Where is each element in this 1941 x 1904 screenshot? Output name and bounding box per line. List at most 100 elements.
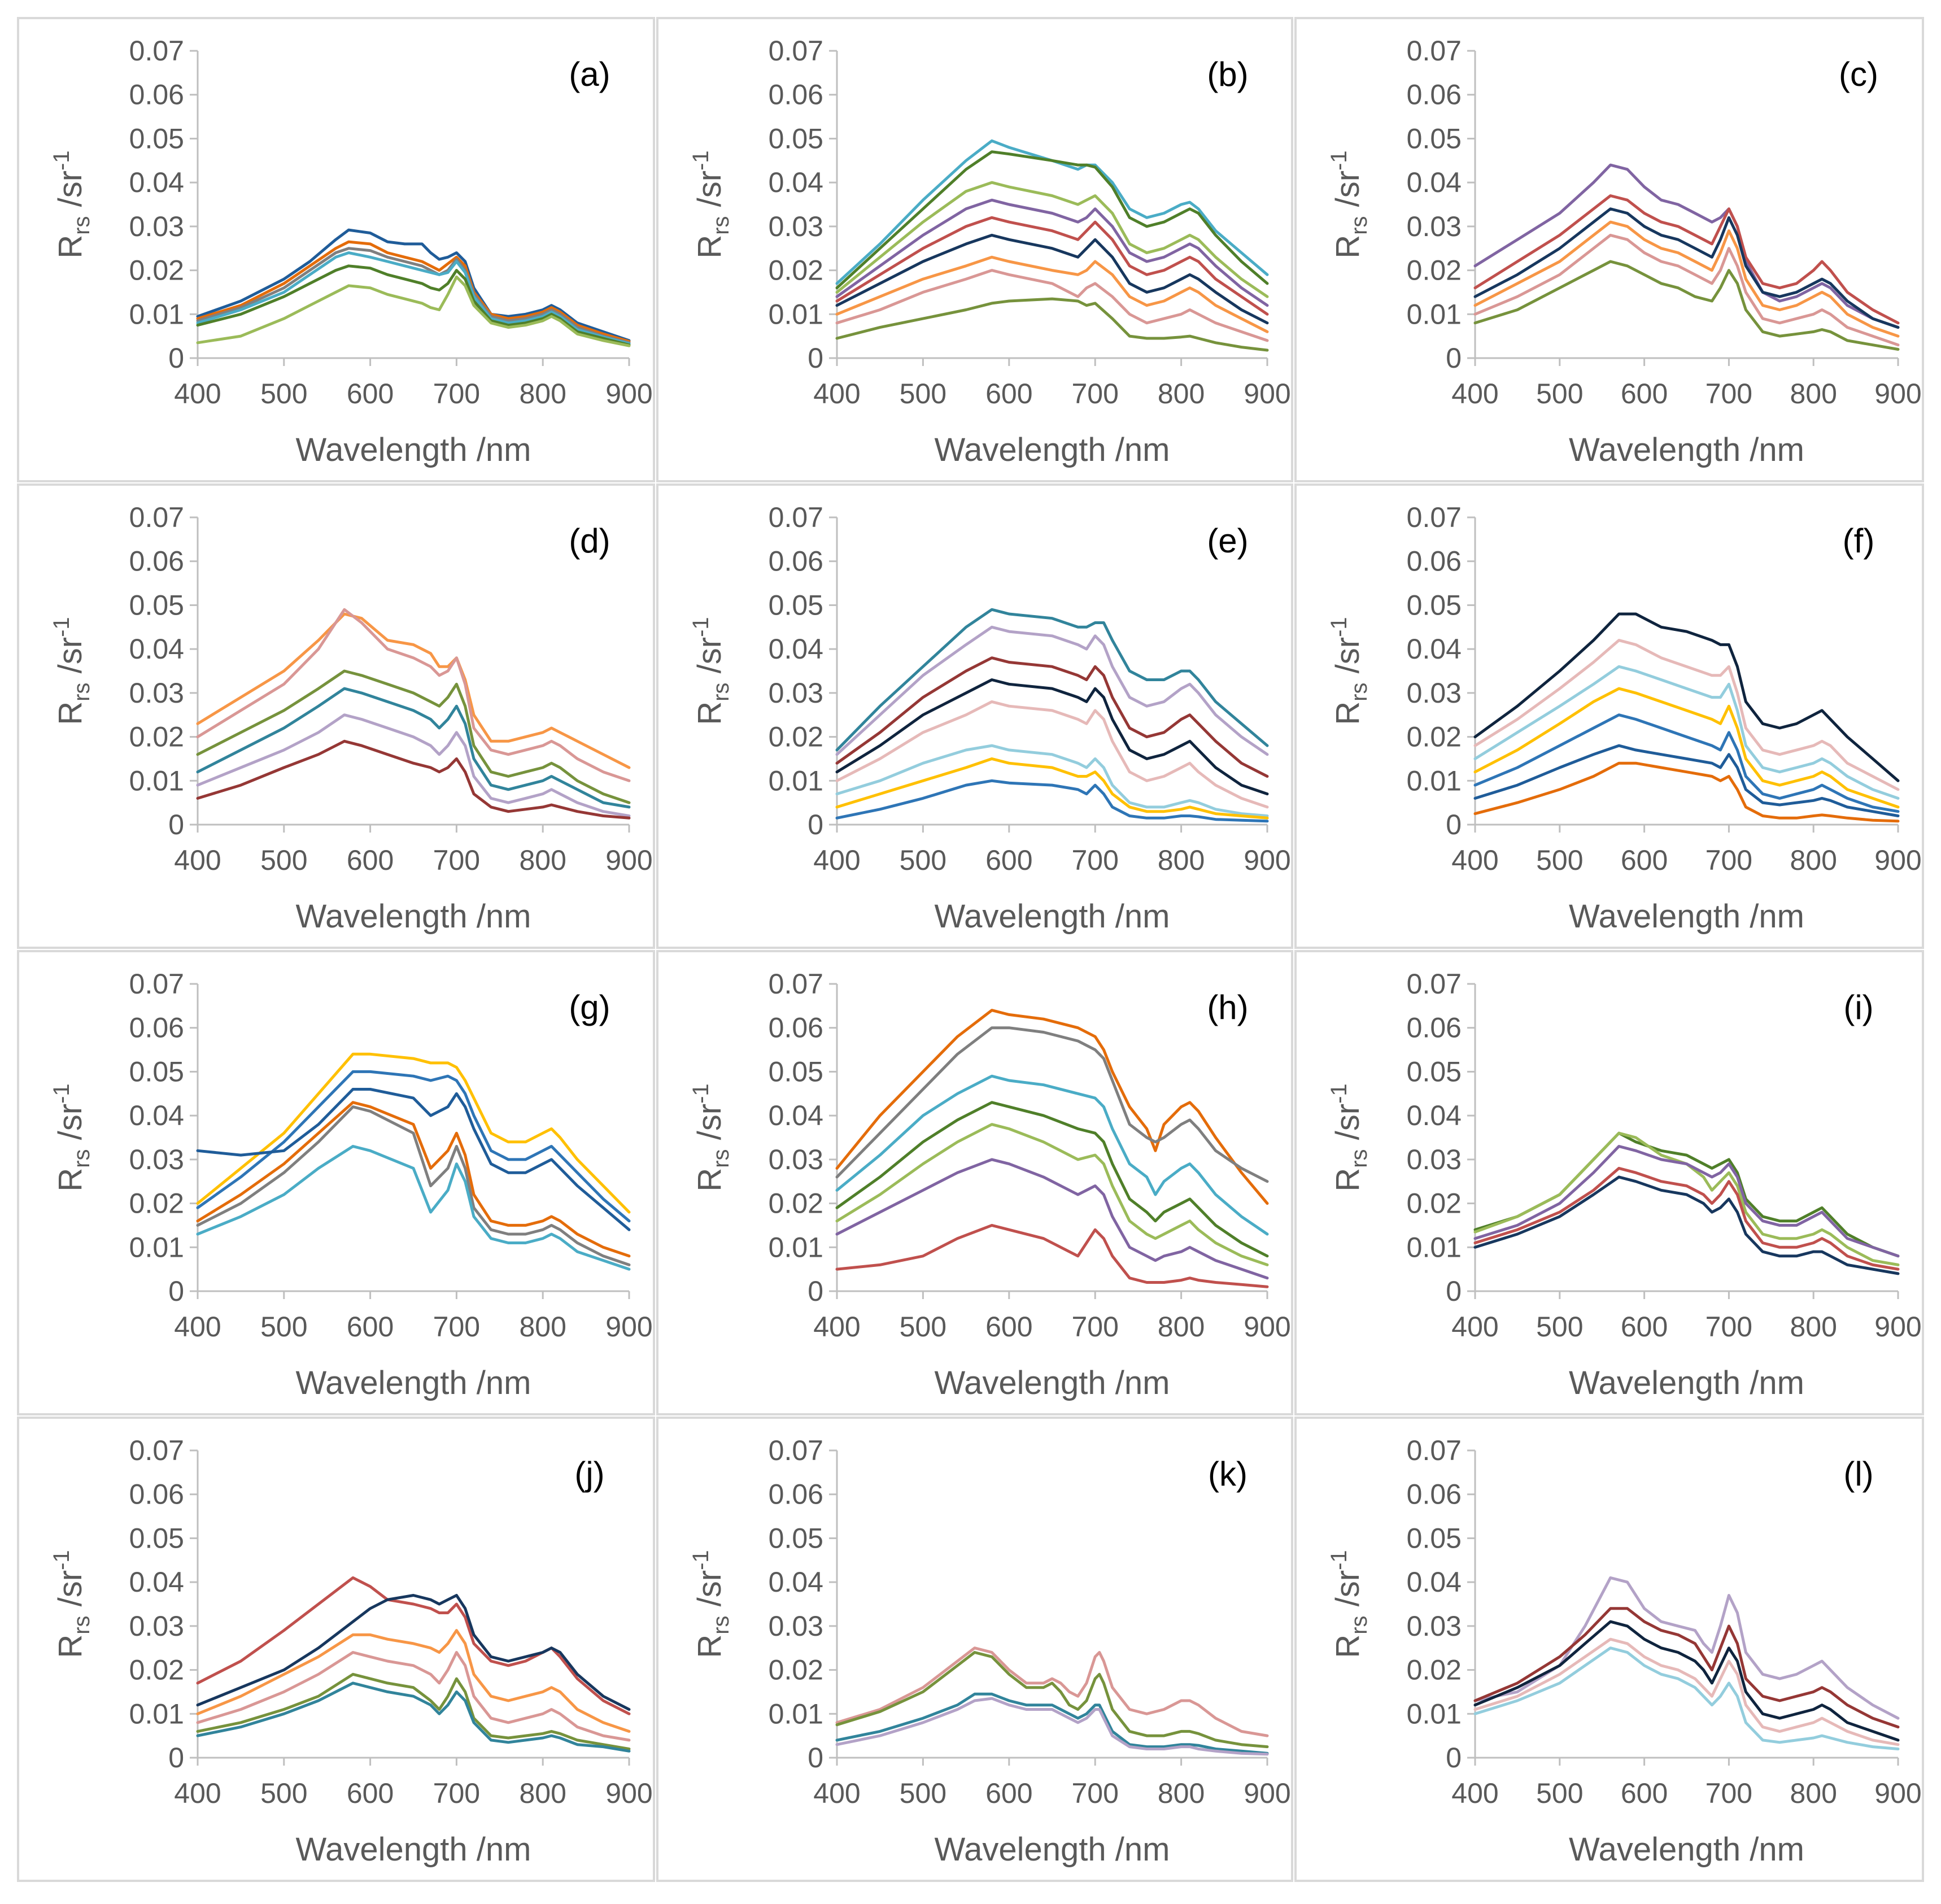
x-axis-title: Wavelength /nm [296, 1365, 531, 1401]
y-tick-label: 0.01 [1407, 765, 1462, 796]
x-tick-label: 600 [985, 844, 1032, 876]
series-line [196, 1101, 631, 1258]
y-tick-label: 0 [808, 809, 823, 840]
series-line [835, 1026, 1269, 1183]
y-axis-title-unit: /sr [1329, 171, 1366, 216]
y-axis-title-main: R [1329, 235, 1366, 259]
chart-panel: 0 0.01 0.02 0.03 0.04 0.05 0.06 0.07 400 500 600 70… [17, 1417, 655, 1882]
y-axis-title-main: R [52, 235, 89, 259]
y-tick-label: 0.03 [769, 1144, 823, 1175]
y-tick-label: 0.05 [769, 1056, 823, 1087]
x-tick-label: 800 [1790, 1777, 1837, 1809]
series-line [835, 269, 1269, 342]
x-axis-title: Wavelength /nm [935, 432, 1170, 468]
series-line [196, 612, 631, 769]
x-tick-label: 600 [985, 1777, 1032, 1809]
y-tick-label: 0.04 [769, 1566, 823, 1598]
x-tick-label: 400 [174, 1777, 221, 1809]
y-axis-title-main: R [1329, 1635, 1366, 1658]
y-axis-title-subscript: rs [69, 216, 94, 234]
series-line [1473, 194, 1900, 325]
y-tick-label: 0.06 [129, 1479, 184, 1510]
x-axis-title: Wavelength /nm [1569, 898, 1804, 935]
series-line [835, 678, 1269, 796]
series-line [196, 669, 631, 804]
series-line [835, 1101, 1269, 1258]
y-axis-title-superscript: -1 [688, 617, 713, 637]
x-tick-label: 600 [347, 844, 394, 876]
y-axis-title-superscript: -1 [1327, 150, 1351, 171]
y-tick-label: 0.01 [769, 765, 823, 796]
y-axis-title-unit: /sr [1329, 1570, 1366, 1616]
x-tick-label: 800 [1158, 844, 1205, 876]
x-tick-label: 700 [1071, 1311, 1118, 1343]
series-line [835, 1158, 1269, 1280]
series-line [196, 251, 631, 345]
series-line [1473, 744, 1900, 817]
panel-label: (e) [1207, 522, 1248, 560]
series-line [196, 1088, 631, 1231]
y-axis-title-unit: /sr [52, 637, 89, 683]
x-tick-label: 800 [519, 1311, 566, 1343]
x-tick-label: 900 [1874, 1777, 1921, 1809]
y-tick-label: 0.02 [1407, 1188, 1462, 1219]
chart-panel: 0 0.01 0.02 0.03 0.04 0.05 0.06 0.07 400 500 600 70… [1294, 17, 1924, 482]
x-tick-label: 700 [1071, 378, 1118, 409]
y-axis-title-main: R [691, 235, 728, 259]
y-tick-label: 0.02 [769, 255, 823, 286]
y-tick-label: 0.03 [129, 677, 184, 709]
series-line [835, 625, 1269, 756]
x-tick-label: 400 [1451, 1311, 1498, 1343]
x-tick-label: 600 [1621, 378, 1668, 409]
x-tick-label: 600 [1621, 844, 1668, 876]
y-tick-label: 0.01 [129, 765, 184, 796]
series-line [1473, 1145, 1900, 1258]
y-tick-label: 0.03 [769, 1610, 823, 1642]
y-axis-title-superscript: -1 [1327, 1083, 1351, 1104]
panel-label: (j) [574, 1455, 604, 1493]
y-tick-label: 0.06 [129, 1012, 184, 1044]
y-tick-label: 0.07 [129, 968, 184, 1000]
y-tick-label: 0.01 [769, 1231, 823, 1263]
x-axis-title: Wavelength /nm [296, 1831, 531, 1868]
x-tick-label: 400 [813, 378, 860, 409]
series-line [196, 1651, 631, 1742]
y-axis-title: Rrs /sr-1 [49, 617, 94, 725]
y-tick-label: 0.07 [1407, 35, 1462, 67]
x-tick-label: 900 [1874, 378, 1921, 409]
x-tick-label: 400 [813, 1311, 860, 1343]
y-axis-title-subscript: rs [709, 682, 734, 701]
x-tick-label: 600 [347, 1777, 394, 1809]
x-tick-label: 800 [1158, 1777, 1205, 1809]
y-axis-title-superscript: -1 [1327, 1550, 1351, 1570]
y-tick-label: 0 [808, 1275, 823, 1307]
x-tick-label: 500 [900, 378, 946, 409]
series-line [1473, 687, 1900, 809]
x-tick-label: 800 [1158, 378, 1205, 409]
y-tick-label: 0.02 [129, 255, 184, 286]
series-line [835, 139, 1269, 285]
y-axis-title-unit: /sr [52, 1570, 89, 1616]
y-tick-label: 0.06 [1407, 79, 1462, 111]
x-tick-label: 500 [260, 1777, 307, 1809]
y-tick-label: 0.03 [769, 677, 823, 709]
series-line [1473, 1576, 1900, 1720]
series-line [1473, 713, 1900, 813]
y-tick-label: 0.07 [129, 35, 184, 67]
y-tick-label: 0.03 [1407, 211, 1462, 242]
y-axis-title-unit: /sr [52, 171, 89, 216]
x-tick-label: 700 [1071, 844, 1118, 876]
y-tick-label: 0.02 [1407, 721, 1462, 753]
y-tick-label: 0.03 [1407, 1144, 1462, 1175]
y-tick-label: 0.02 [769, 721, 823, 753]
x-tick-label: 400 [813, 844, 860, 876]
y-axis-title: Rrs /sr-1 [688, 1550, 734, 1658]
series-line [1473, 1131, 1900, 1266]
y-tick-label: 0.02 [129, 721, 184, 753]
y-tick-label: 0.04 [769, 633, 823, 665]
x-tick-label: 700 [1706, 1777, 1752, 1809]
y-tick-label: 0.07 [1407, 1435, 1462, 1466]
series-line [835, 757, 1269, 820]
y-tick-label: 0.07 [769, 35, 823, 67]
series-line [1473, 207, 1900, 329]
